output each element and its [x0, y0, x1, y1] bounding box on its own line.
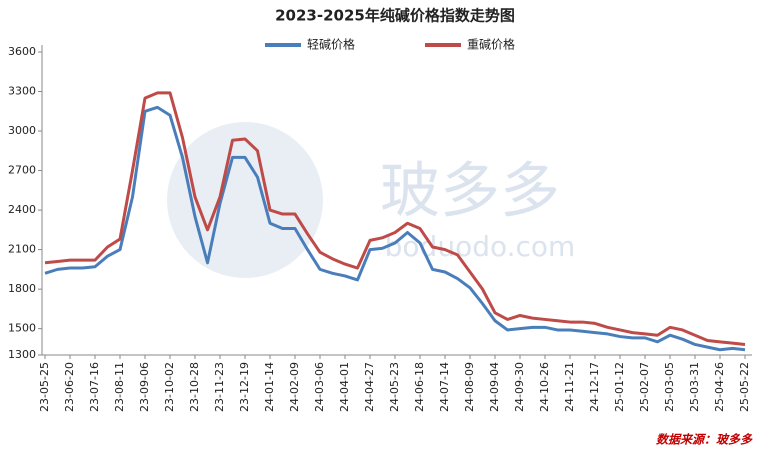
x-tick-label: 23-05-25 [38, 362, 51, 412]
y-tick-label: 1300 [8, 348, 36, 361]
x-tick-label: 23-09-06 [138, 362, 151, 412]
x-tick-label: 24-11-21 [563, 362, 576, 412]
x-tick-label: 25-01-12 [613, 362, 626, 412]
x-tick-label: 25-03-05 [663, 362, 676, 412]
x-tick-label: 24-04-01 [338, 362, 351, 412]
x-tick-label: 23-07-16 [88, 362, 101, 412]
x-tick-label: 24-09-04 [488, 362, 501, 412]
source: 数据来源：玻多多 [656, 433, 753, 447]
x-tick-label: 24-07-14 [438, 362, 451, 412]
legend-label: 轻碱价格 [307, 37, 355, 52]
chart-title: 2023-2025年纯碱价格指数走势图 [275, 7, 515, 25]
x-tick-label: 23-10-02 [163, 362, 176, 412]
x-tick-label: 24-05-23 [388, 362, 401, 412]
y-tick-label: 3000 [8, 124, 36, 137]
x-tick-label: 23-11-23 [213, 362, 226, 412]
y-tick-label: 2400 [8, 203, 36, 216]
x-tick-label: 24-06-18 [413, 362, 426, 412]
x-tick-label: 24-12-17 [588, 362, 601, 412]
line [44, 105, 746, 352]
x-tick-label: 24-03-06 [313, 362, 326, 412]
y-tick-label: 1800 [8, 282, 36, 295]
x-tick-label: 24-02-09 [288, 362, 301, 412]
x-tick-label: 24-10-26 [538, 362, 551, 412]
y-tick-label: 1500 [8, 322, 36, 335]
watermark-logo [167, 122, 323, 278]
x-tick-label: 25-05-22 [738, 362, 751, 412]
x-tick-label: 24-01-14 [263, 362, 276, 412]
y-tick-label: 3300 [8, 85, 36, 98]
x-tick-label: 23-10-28 [188, 362, 201, 412]
x-tick-label: 23-12-19 [238, 362, 251, 412]
x-tick-label: 24-08-09 [463, 362, 476, 412]
x-tick-label: 24-09-30 [513, 362, 526, 412]
watermark-url: boduodo.com [385, 230, 576, 263]
legend-label: 重碱价格 [467, 37, 515, 52]
x-tick-label: 25-03-31 [688, 362, 701, 412]
y-tick-label: 3600 [8, 45, 36, 58]
x-tick-label: 25-02-07 [638, 362, 651, 412]
x-tick-label: 23-08-11 [113, 362, 126, 412]
x-tick-label: 23-06-20 [63, 362, 76, 412]
x-tick-label: 24-04-27 [363, 362, 376, 412]
watermark-text: 玻多多 [380, 157, 560, 227]
line [44, 91, 746, 346]
y-tick-label: 2700 [8, 164, 36, 177]
x-tick-label: 25-04-26 [713, 362, 726, 412]
y-tick-label: 2100 [8, 243, 36, 256]
